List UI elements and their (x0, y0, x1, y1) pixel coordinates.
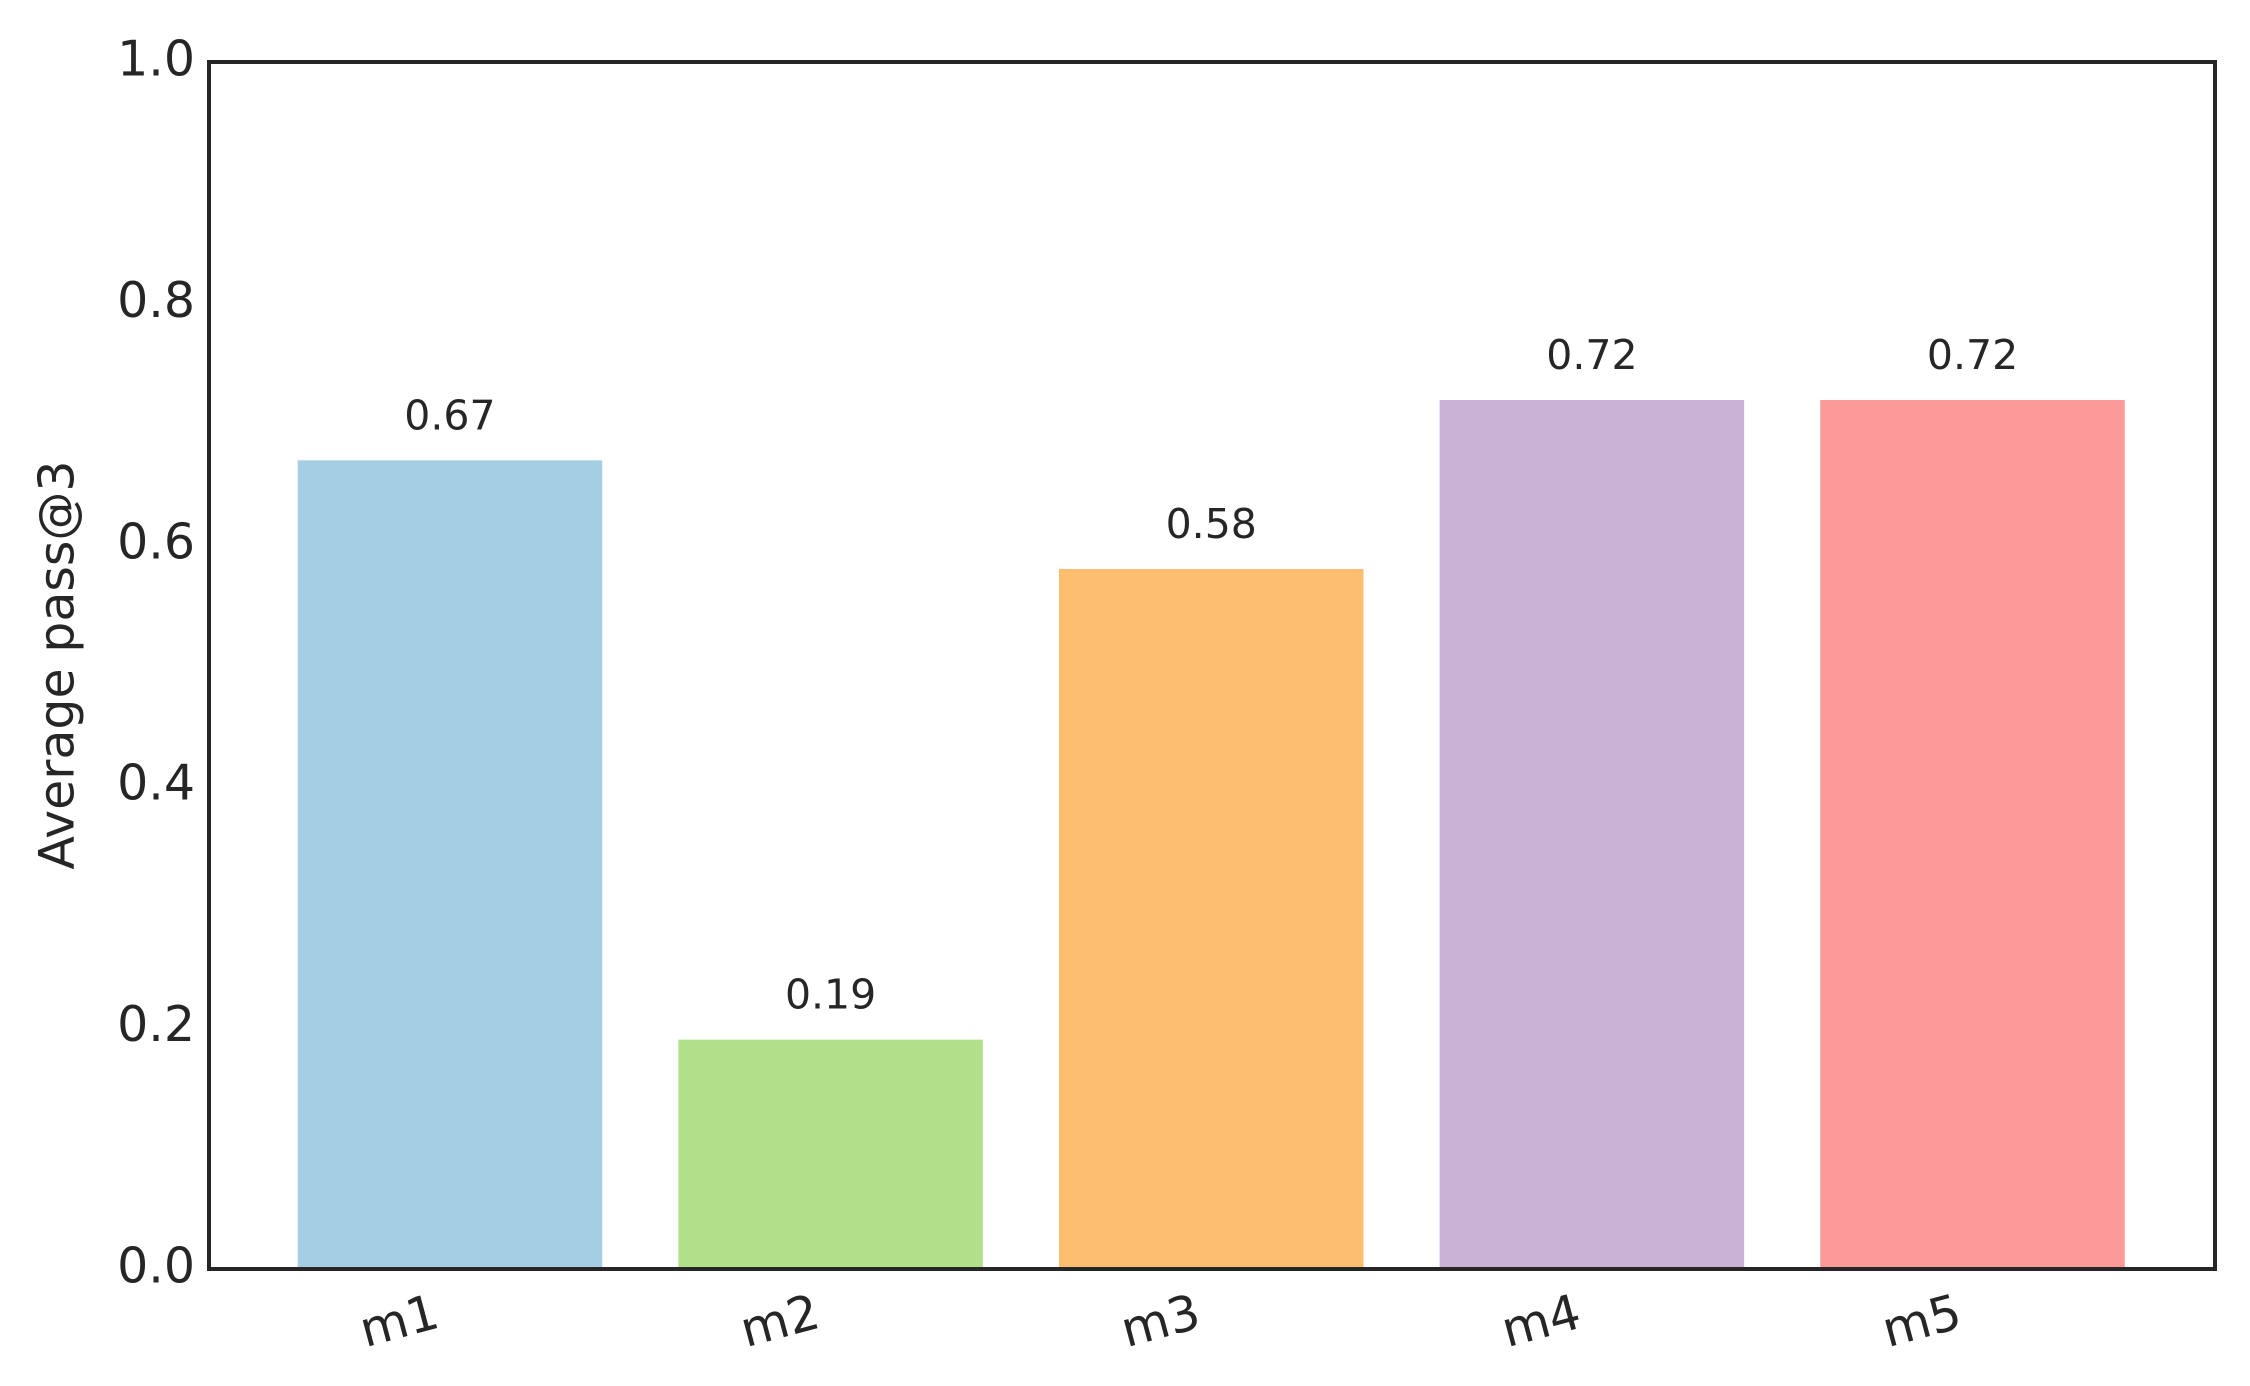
value-label: 0.67 (404, 391, 495, 439)
bar (678, 1039, 983, 1269)
x-tick-label: m4 (1496, 1283, 1587, 1358)
y-tick-label: 0.4 (117, 755, 195, 812)
x-tick-label: m3 (1115, 1283, 1206, 1358)
y-tick-label: 0.2 (117, 996, 195, 1053)
y-tick-label: 0.8 (117, 272, 195, 329)
value-label: 0.72 (1546, 331, 1637, 379)
y-axis-label: Average pass@3 (29, 460, 86, 869)
plot-frame (207, 60, 2217, 1271)
value-label: 0.72 (1927, 331, 2018, 379)
x-tick-label: m5 (1876, 1283, 1967, 1358)
bar (1439, 399, 1745, 1270)
x-tick-label: m1 (354, 1283, 445, 1358)
value-label: 0.19 (785, 971, 876, 1019)
x-tick-label: m2 (734, 1283, 825, 1358)
y-tick-label: 1.0 (117, 31, 195, 88)
bar (1058, 568, 1364, 1269)
value-label: 0.58 (1166, 500, 1257, 548)
bar (1820, 399, 2125, 1270)
bar (297, 460, 603, 1269)
y-tick-label: 0.0 (117, 1238, 195, 1295)
y-tick-label: 0.6 (117, 513, 195, 570)
